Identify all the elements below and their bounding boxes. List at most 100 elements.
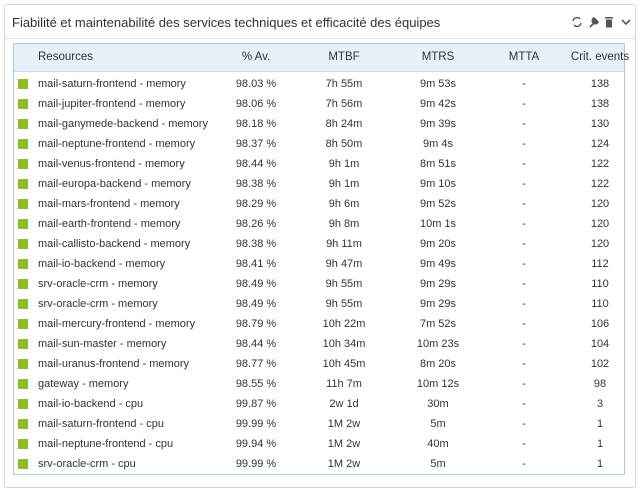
status-indicator	[18, 359, 28, 369]
table-cell: 9h 47m	[325, 258, 363, 270]
table-cell: srv-oracle-crm - memory	[38, 278, 158, 290]
table-cell: 120	[590, 218, 610, 230]
table-cell: mail-callisto-backend - memory	[38, 238, 191, 250]
status-indicator	[18, 319, 28, 329]
table-cell: 122	[590, 158, 610, 170]
table-cell: -	[522, 438, 526, 450]
table-cell: -	[522, 358, 526, 370]
table-cell: 112	[591, 258, 609, 270]
table-cell: 9h 6m	[328, 198, 360, 210]
table-cell: 9m 49s	[419, 258, 457, 270]
status-indicator	[18, 239, 28, 249]
table-cell: 98.55 %	[235, 378, 277, 390]
table-cell: mail-jupiter-frontend - memory	[38, 98, 186, 110]
table-cell: -	[522, 238, 526, 250]
table-cell: 99.87 %	[235, 398, 277, 410]
collapse-icon[interactable]	[621, 19, 631, 26]
table: Resources % Av. MTBF MTRS MTTA Crit. events m…	[13, 43, 629, 475]
status-indicator	[18, 99, 28, 109]
table-cell: 106	[590, 318, 610, 330]
table-cell: mail-ganymede-backend - memory	[38, 118, 208, 130]
status-indicator	[18, 199, 28, 209]
table-cell: 98.49 %	[235, 278, 277, 290]
table-cell: -	[522, 418, 526, 430]
table-cell: 5m	[430, 458, 446, 470]
table-cell: 9m 39s	[419, 118, 457, 130]
table-cell: 104	[590, 338, 610, 350]
table-cell: -	[522, 378, 526, 390]
title-divider	[5, 38, 635, 39]
table-cell: -	[522, 198, 526, 210]
table-cell: 9m 29s	[419, 298, 457, 310]
table-cell: 8m 20s	[419, 358, 457, 370]
table-cell: 99.94 %	[235, 438, 277, 450]
table-cell: 9m 4s	[423, 138, 453, 150]
table-cell: -	[522, 78, 526, 90]
table-cell: 138	[590, 98, 610, 110]
table-cell: 8h 50m	[325, 138, 363, 150]
table-cell: mail-saturn-frontend - memory	[38, 78, 186, 90]
status-indicator	[18, 79, 28, 89]
table-cell: 10h 34m	[322, 338, 366, 350]
table-cell: 98	[593, 378, 607, 390]
delete-icon[interactable]	[605, 17, 613, 28]
table-cell: 10m 23s	[416, 338, 460, 350]
table-cell: 98.38 %	[235, 238, 277, 250]
table-cell: 98.37 %	[235, 138, 277, 150]
status-indicator	[18, 119, 28, 129]
table-cell: 120	[590, 238, 610, 250]
table-cell: 98.49 %	[235, 298, 277, 310]
table-cell: -	[522, 218, 526, 230]
table-cell: mail-neptune-frontend - cpu	[38, 438, 174, 450]
column-header: Resources	[38, 51, 93, 63]
table-cell: 98.77 %	[235, 358, 277, 370]
table-cell: -	[522, 118, 526, 130]
status-indicator	[18, 139, 28, 149]
table-cell: srv-oracle-crm - cpu	[38, 458, 136, 470]
table-cell: 122	[590, 178, 610, 190]
table-cell: mail-earth-frontend - memory	[38, 218, 181, 230]
table-cell: -	[522, 158, 526, 170]
table-cell: -	[522, 178, 526, 190]
status-indicator	[18, 379, 28, 389]
status-indicator	[18, 459, 28, 469]
table-cell: 10m 12s	[416, 378, 460, 390]
table-cell: -	[522, 138, 526, 150]
table-cell: mail-neptune-frontend - memory	[38, 138, 196, 150]
widget-title: Fiabilité et maintenabilité des services…	[12, 15, 441, 30]
table-cell: 10m 1s	[419, 218, 457, 230]
table-cell: 8m 51s	[419, 158, 457, 170]
table-cell: 9h 11m	[326, 238, 362, 250]
table-cell: mail-saturn-frontend - cpu	[38, 418, 164, 430]
table-cell: 1	[596, 458, 604, 470]
table-cell: 1M 2w	[327, 458, 361, 470]
table-cell: 98.26 %	[235, 218, 277, 230]
table-cell: 110	[591, 298, 609, 310]
table-cell: 5m	[430, 418, 446, 430]
table-cell: 9h 1m	[328, 178, 360, 190]
status-indicator	[18, 279, 28, 289]
table-cell: mail-mercury-frontend - memory	[38, 318, 196, 330]
status-indicator	[18, 179, 28, 189]
table-cell: 98.79 %	[235, 318, 277, 330]
table-cell: 3	[596, 398, 604, 410]
column-header: % Av.	[241, 51, 271, 63]
table-header: Resources % Av. MTBF MTRS MTTA Crit. events	[14, 44, 629, 72]
refresh-icon[interactable]	[572, 16, 582, 28]
column-header: Crit. events	[570, 51, 630, 63]
table-cell: 98.44 %	[235, 158, 277, 170]
table-cell: 7m 52s	[419, 318, 457, 330]
table-cell: 9h 1m	[328, 158, 360, 170]
table-cell: mail-venus-frontend - memory	[38, 158, 185, 170]
table-cell: -	[522, 298, 526, 310]
column-header: MTRS	[421, 51, 455, 63]
table-cell: -	[522, 458, 526, 470]
table-cell: 110	[591, 278, 609, 290]
settings-icon[interactable]	[589, 17, 599, 28]
table-cell: mail-uranus-frontend - memory	[38, 358, 189, 370]
column-header: MTTA	[508, 51, 540, 63]
table-cell: 1	[596, 438, 604, 450]
table-cell: 1M 2w	[327, 418, 361, 430]
table-cell: 9m 53s	[419, 78, 457, 90]
